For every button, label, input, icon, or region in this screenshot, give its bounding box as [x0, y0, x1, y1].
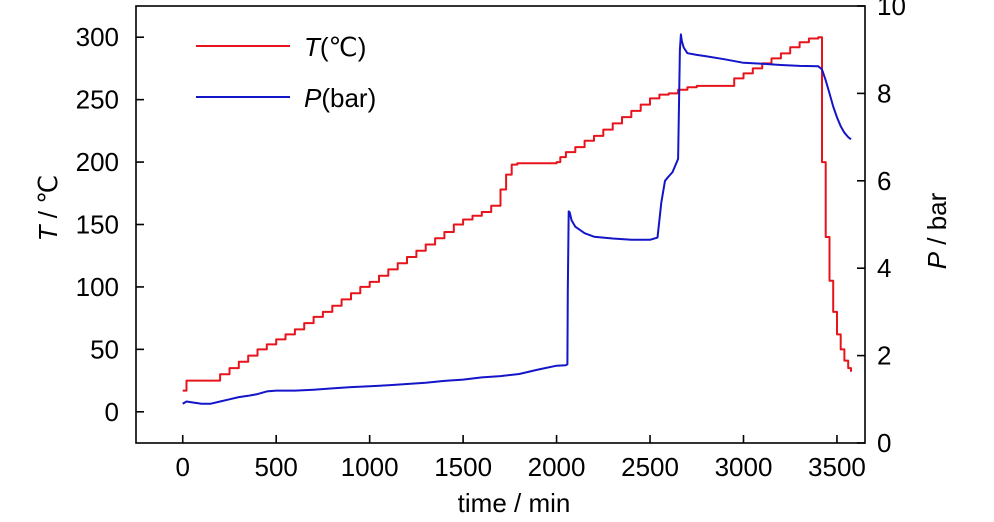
y-right-axis-title: P / bar: [922, 192, 952, 269]
y-left-tick-label-0: 0: [105, 397, 119, 427]
y-left-axis-title: T / ℃: [33, 175, 63, 242]
y-right-tick-label-8: 8: [877, 78, 891, 108]
x-tick-label-3500: 3500: [808, 452, 866, 482]
y-left-tick-label-300: 300: [76, 22, 119, 52]
legend-label-pressure-symbol: P: [304, 83, 322, 113]
y-left-tick-label-150: 150: [76, 210, 119, 240]
y-right-tick-label-4: 4: [877, 253, 891, 283]
tick-labels: 0 500 1000 1500 2000 2500 3000 3500050100150200…: [76, 0, 906, 482]
x-tick-label-1500: 1500: [434, 452, 492, 482]
y-right-axis-title-unit: / bar: [922, 192, 952, 252]
series-layer: [182, 33, 852, 405]
x-tick-label-3000: 3000: [715, 452, 773, 482]
y-left-tick-label-100: 100: [76, 272, 119, 302]
y-right-axis-title-symbol: P: [922, 251, 952, 269]
series-line-pressure: [182, 33, 852, 405]
legend-label-temperature-symbol: T: [304, 32, 322, 62]
ticks: [136, 5, 865, 444]
y-right-tick-label-10: 10: [877, 0, 906, 21]
plot-frame: [135, 5, 866, 444]
legend-label-pressure-unit: (bar): [321, 83, 376, 113]
legend-label-pressure: P(bar): [304, 83, 376, 113]
y-left-tick-label-200: 200: [76, 147, 119, 177]
x-tick-label-500: 500: [254, 452, 297, 482]
x-tick-label-2500: 2500: [621, 452, 679, 482]
y-left-tick-label-50: 50: [90, 334, 119, 364]
series-line-temperature: [182, 36, 852, 392]
y-right-tick-label-2: 2: [877, 341, 891, 371]
y-left-tick-label-250: 250: [76, 85, 119, 115]
legend-label-temperature: T(℃): [304, 32, 366, 62]
y-right-tick-label-0: 0: [877, 428, 891, 458]
legend: T(℃) P(bar): [196, 32, 376, 113]
y-left-axis-title-unit: / ℃: [33, 175, 63, 226]
y-right-tick-label-6: 6: [877, 166, 891, 196]
x-tick-label-0: 0: [175, 452, 189, 482]
y-left-axis-title-symbol: T: [33, 223, 63, 241]
legend-label-temperature-unit: (℃): [320, 32, 367, 62]
x-tick-label-1000: 1000: [341, 452, 399, 482]
x-axis-title: time / min: [458, 488, 571, 518]
x-tick-label-2000: 2000: [528, 452, 586, 482]
